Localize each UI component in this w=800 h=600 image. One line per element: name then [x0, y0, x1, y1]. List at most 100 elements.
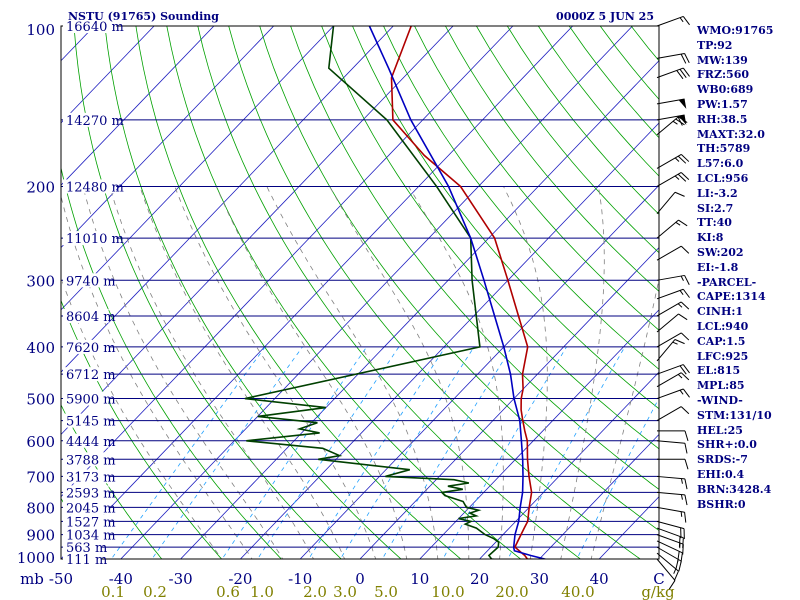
- wind-barb: [656, 552, 679, 581]
- wind-barb: [656, 98, 687, 109]
- wind-barb: [656, 15, 690, 27]
- height-label-bg: [63, 19, 117, 33]
- index-line: CAPE:1314: [697, 290, 766, 304]
- height-label: 111 m: [66, 553, 107, 568]
- wind-barb: [656, 440, 688, 454]
- pressure-tick-label: 1000: [17, 549, 55, 567]
- isotherm-line: [61, 26, 155, 124]
- index-line: SI:2.7: [697, 201, 734, 215]
- mixing-ratio-label: 0.6: [216, 583, 240, 600]
- wind-barb: [656, 288, 690, 300]
- height-label: 11010 m: [66, 232, 124, 247]
- station-title: NSTU (91765) Sounding: [68, 10, 219, 23]
- temperature-profile-line: [390, 26, 546, 559]
- moist-adiabat-line: [560, 186, 605, 559]
- temperature-tick-label: 20: [470, 570, 489, 588]
- isotherm-line: [180, 60, 659, 559]
- dry-adiabat-line: [61, 299, 223, 559]
- dewpoint-profile-line: [244, 26, 500, 559]
- index-line: MAXT:32.0: [697, 127, 765, 141]
- index-line: RH:38.5: [697, 112, 748, 126]
- mixing-ratio-label: 1.0: [250, 583, 274, 600]
- index-line: FRZ:560: [697, 68, 750, 82]
- wind-barb: [656, 245, 690, 261]
- index-line: SRDS:-7: [697, 453, 748, 467]
- pressure-tick-label: 700: [26, 468, 55, 486]
- height-label: 1034 m: [66, 529, 116, 544]
- index-line: LCL:940: [697, 319, 749, 333]
- height-label-bg: [63, 413, 109, 428]
- index-line: BRN:3428.4: [697, 482, 772, 496]
- height-label: 2593 m: [66, 486, 116, 501]
- height-label-bg: [63, 112, 117, 127]
- height-label-bg: [63, 391, 109, 406]
- mixing-ratio-label: 0.2: [143, 583, 167, 600]
- mixing-ratio-line: [381, 346, 513, 559]
- wind-barb: [656, 558, 676, 590]
- isotherm-line: [61, 26, 454, 435]
- height-label: 1527 m: [66, 515, 116, 530]
- mixing-ratio-label: 5.0: [374, 583, 398, 600]
- mixing-ratio-label: 3.0: [333, 583, 357, 600]
- pressure-tick-label: 200: [26, 178, 55, 196]
- index-line: -PARCEL-: [697, 275, 757, 289]
- isotherm-line: [239, 122, 659, 559]
- wind-barb: [656, 388, 690, 400]
- wind-barb: [656, 52, 690, 64]
- index-line: TP:92: [697, 38, 733, 52]
- isotherm-line: [538, 433, 659, 559]
- height-label-bg: [63, 179, 117, 194]
- dry-adiabat-line: [104, 26, 402, 559]
- mixing-ratio-line: [110, 346, 266, 559]
- index-line: HEL:25: [697, 423, 743, 437]
- mixing-ratio-label: g/kg: [641, 583, 675, 600]
- temperature-tick-label: 10: [410, 570, 429, 588]
- pressure-tick-label: 800: [26, 499, 55, 517]
- chart-header: NSTU (91765) Sounding 0000Z 5 JUN 25: [68, 10, 658, 24]
- height-label-bg: [63, 540, 101, 555]
- wind-barb: [656, 313, 688, 333]
- isotherm-line: [61, 26, 215, 186]
- height-label: 9740 m: [66, 274, 116, 289]
- index-line: MPL:85: [697, 379, 745, 393]
- temperature-tick-label: mb: [20, 570, 44, 588]
- temperature-tick-label: 0: [355, 570, 365, 588]
- height-label-bg: [63, 452, 109, 467]
- moist-adiabat-line: [215, 186, 408, 559]
- isotherm-line: [61, 26, 275, 249]
- wind-barb: [656, 114, 687, 126]
- wind-barb: [656, 475, 688, 490]
- index-line: PW:1.57: [697, 97, 748, 111]
- height-label: 3173 m: [66, 470, 116, 485]
- index-line: BSHR:0: [697, 497, 746, 511]
- index-line: KI:8: [697, 231, 724, 245]
- index-line: CAP:1.5: [697, 334, 746, 348]
- index-line: EL:815: [697, 364, 741, 378]
- height-label: 6712 m: [66, 368, 116, 383]
- pressure-tick-label: 900: [26, 527, 55, 545]
- wind-barb: [657, 458, 689, 470]
- moist-adiabat-line: [109, 186, 314, 559]
- mixing-ratio-line: [507, 346, 626, 559]
- index-line: STM:131/10: [697, 408, 772, 422]
- index-line: SHR+:0.0: [697, 438, 757, 452]
- wind-barb: [656, 274, 690, 285]
- height-label-bg: [63, 552, 101, 566]
- height-label: 2045 m: [66, 501, 116, 516]
- wind-barb: [656, 153, 690, 169]
- temperature-tick-label: C: [653, 570, 664, 588]
- height-label-bg: [63, 367, 109, 382]
- mixing-ratio-label: 20.0: [495, 583, 528, 600]
- temperature-tick-label: -50: [49, 570, 73, 588]
- wind-barb: [656, 67, 690, 80]
- height-label: 8604 m: [66, 310, 116, 325]
- wind-barb: [656, 527, 684, 549]
- wind-barb: [656, 520, 685, 540]
- height-label: 5900 m: [66, 393, 116, 408]
- index-line: SW:202: [697, 245, 744, 259]
- mixing-ratio-line: [221, 346, 368, 559]
- height-label: 14270 m: [66, 114, 124, 129]
- height-label-bg: [63, 485, 109, 500]
- temperature-tick-label: 40: [590, 570, 609, 588]
- temperature-tick-label: 30: [530, 570, 549, 588]
